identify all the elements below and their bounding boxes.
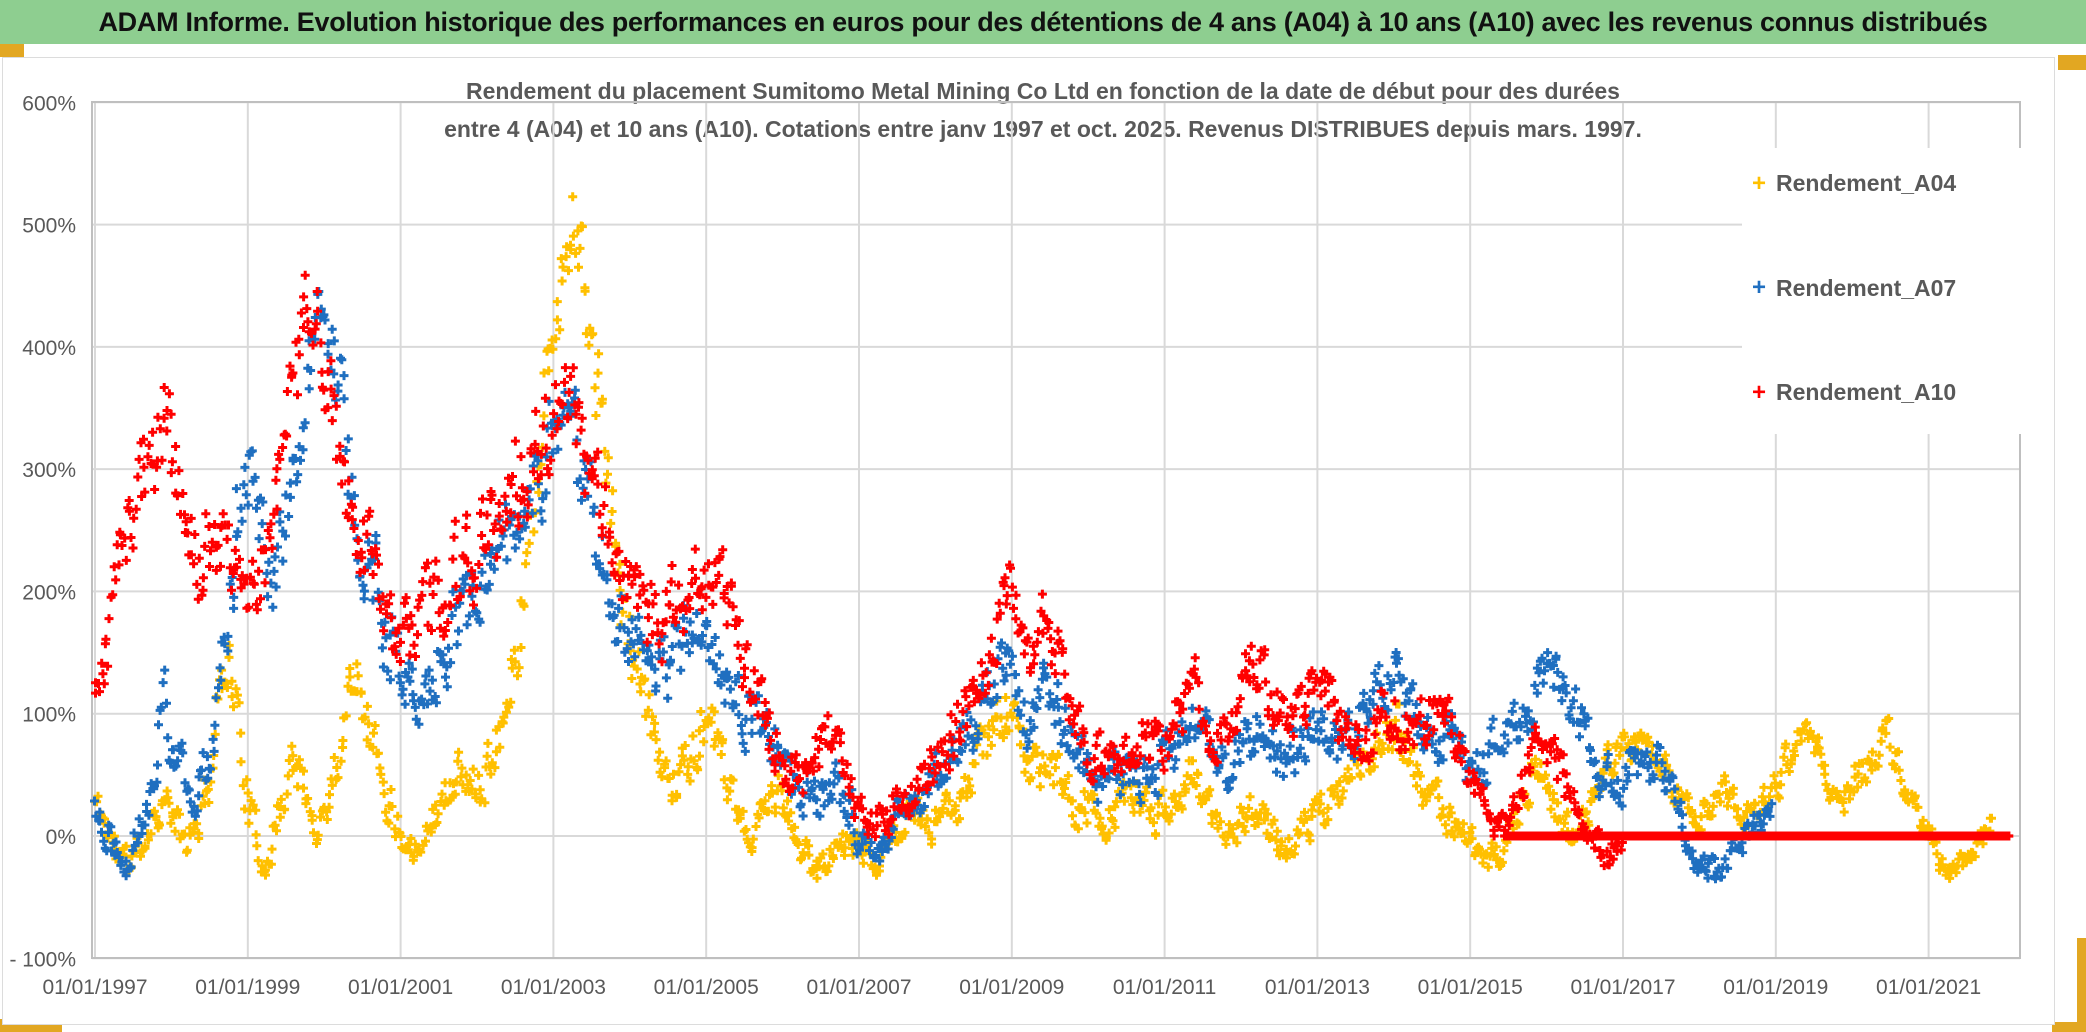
banner-title: ADAM Informe. Evolution historique des p… — [0, 0, 2086, 44]
plus-marker-icon: + — [1751, 169, 1766, 197]
legend-label: Rendement_A10 — [1776, 379, 1957, 405]
amber-accent-top-right — [2058, 55, 2086, 70]
chart-legend: + Rendement_A04 + Rendement_A07 + Rendem… — [1742, 148, 2042, 434]
legend-item-rendement-a04[interactable]: + Rendement_A04 — [1742, 170, 2042, 197]
chart-title: Rendement du placement Sumitomo Metal Mi… — [293, 72, 1793, 148]
plus-marker-icon: + — [1751, 378, 1766, 406]
amber-accent-right-edge — [2077, 938, 2086, 1032]
amber-accent-bottom-right — [2052, 1022, 2086, 1032]
plus-marker-icon: + — [1751, 274, 1766, 301]
legend-label: Rendement_A04 — [1776, 170, 1957, 196]
legend-item-rendement-a10[interactable]: + Rendement_A10 — [1742, 379, 2042, 406]
legend-label: Rendement_A07 — [1776, 274, 1957, 301]
chart-title-line1: Rendement du placement Sumitomo Metal Mi… — [466, 78, 1620, 104]
amber-accent-top-left — [0, 44, 24, 57]
chart-title-line2: entre 4 (A04) et 10 ans (A10). Cotations… — [444, 116, 1642, 142]
legend-item-rendement-a07[interactable]: + Rendement_A07 — [1742, 275, 2042, 302]
